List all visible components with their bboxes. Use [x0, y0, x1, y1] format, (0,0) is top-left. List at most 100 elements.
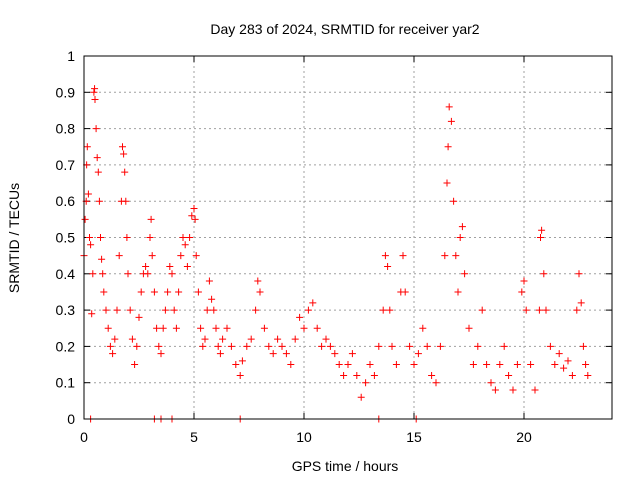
data-point: [469, 361, 477, 369]
data-point: [322, 335, 330, 343]
data-point: [192, 252, 200, 260]
data-point: [100, 288, 108, 296]
data-point: [265, 342, 273, 350]
data-point: [509, 386, 517, 394]
data-point: [137, 288, 145, 296]
data-point: [392, 361, 400, 369]
data-point: [461, 270, 469, 278]
data-point: [223, 324, 231, 332]
data-point: [84, 190, 92, 198]
data-point: [147, 215, 155, 223]
y-tick-label: 1: [67, 48, 75, 64]
data-point: [83, 143, 91, 151]
y-tick-label: 0.8: [56, 121, 76, 137]
data-point: [214, 342, 222, 350]
y-tick-label: 0.6: [56, 193, 76, 209]
plot-frame: [83, 55, 613, 420]
data-point: [518, 288, 526, 296]
data-point: [120, 150, 128, 158]
data-point: [155, 342, 163, 350]
data-point: [296, 313, 304, 321]
data-point: [109, 350, 117, 358]
y-tick-label: 0.9: [56, 84, 76, 100]
data-point: [86, 234, 93, 241]
data-point: [91, 85, 99, 93]
data-point: [313, 324, 321, 332]
data-point: [282, 350, 290, 358]
data-point: [410, 361, 418, 369]
data-point: [344, 361, 352, 369]
data-point: [505, 371, 513, 379]
data-point: [216, 350, 224, 358]
y-tick-label: 0.3: [56, 302, 76, 318]
data-point: [331, 350, 339, 358]
data-point: [203, 306, 211, 314]
y-axis-label: SRMTID / TECUs: [6, 183, 22, 293]
data-point: [443, 179, 451, 187]
data-point: [190, 204, 198, 212]
data-point: [432, 379, 440, 387]
data-point: [304, 306, 312, 314]
data-point: [474, 342, 482, 350]
data-point: [483, 361, 491, 369]
data-point: [254, 277, 262, 285]
data-point: [399, 252, 407, 260]
data-point: [201, 335, 209, 343]
data-point: [491, 386, 499, 394]
data-point: [168, 270, 176, 278]
axis-ticks: 00.10.20.30.40.50.60.70.80.910 5 10 15 20: [56, 48, 612, 445]
x-tick-label: 5: [190, 429, 198, 445]
x-tick-label: 15: [406, 429, 422, 445]
data-point: [401, 288, 409, 296]
data-point: [348, 350, 356, 358]
data-point: [456, 234, 464, 241]
data-point: [520, 277, 528, 285]
x-tick-label: 10: [296, 429, 312, 445]
data-point: [454, 288, 462, 296]
data-point: [81, 215, 89, 223]
data-point: [146, 234, 154, 241]
data-point: [194, 288, 202, 296]
data-point: [135, 313, 143, 321]
data-point: [166, 263, 174, 271]
y-tick-label: 0.1: [56, 375, 76, 391]
data-point: [386, 306, 394, 314]
data-point: [573, 306, 581, 314]
data-point: [375, 342, 383, 350]
data-point: [153, 324, 161, 332]
y-tick-label: 0.5: [56, 230, 76, 246]
data-point: [370, 371, 378, 379]
data-point: [133, 342, 141, 350]
data-point: [260, 324, 268, 332]
data-point: [179, 234, 187, 241]
data-point: [150, 288, 158, 296]
data-point: [318, 342, 326, 350]
data-point: [256, 288, 264, 296]
data-point: [287, 361, 295, 369]
data-point: [564, 357, 572, 365]
data-point: [551, 361, 559, 369]
data-point: [309, 299, 317, 307]
data-point: [335, 361, 343, 369]
chart-title: Day 283 of 2024, SRMTID for receiver yar…: [210, 21, 479, 37]
data-point: [458, 223, 466, 231]
data-point: [172, 324, 180, 332]
data-point: [540, 270, 548, 278]
y-tick-label: 0.4: [56, 266, 76, 282]
data-point: [247, 335, 255, 343]
data-point: [142, 263, 150, 271]
data-point: [582, 361, 590, 369]
data-point: [119, 143, 126, 151]
data-point: [208, 295, 216, 303]
data-point: [186, 234, 194, 241]
data-point: [487, 379, 495, 387]
data-point: [340, 371, 348, 379]
x-axis-label: GPS time / hours: [292, 458, 399, 474]
data-point: [181, 241, 189, 249]
data-point: [445, 103, 453, 111]
data-point: [353, 371, 361, 379]
data-point: [98, 255, 106, 263]
data-point: [291, 335, 299, 343]
data-point: [87, 241, 95, 249]
